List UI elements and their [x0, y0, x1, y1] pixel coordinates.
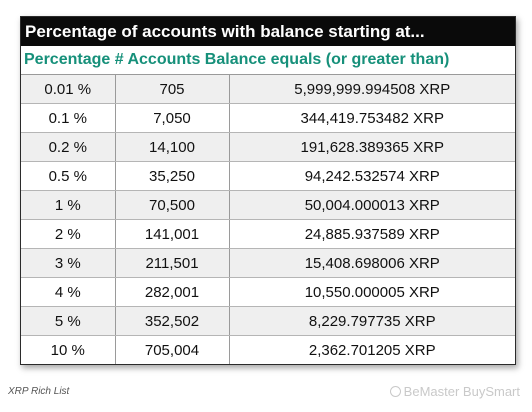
- percentage-cell: 10 %: [21, 335, 116, 364]
- balance-cell: 50,004.000013 XRP: [229, 190, 515, 220]
- table-row: 3 % 211,501 15,408.698006 XRP: [21, 248, 515, 278]
- table-header: Percentage # Accounts Balance equals (or…: [21, 46, 515, 75]
- accounts-cell: 282,001: [115, 277, 230, 307]
- percentage-cell: 0.5 %: [21, 161, 116, 191]
- table-row: 10 % 705,004 2,362.701205 XRP: [21, 335, 515, 364]
- accounts-cell: 35,250: [115, 161, 230, 191]
- table-row: 2 % 141,001 24,885.937589 XRP: [21, 219, 515, 249]
- table-row: 5 % 352,502 8,229.797735 XRP: [21, 306, 515, 336]
- watermark: BeMaster BuySmart: [389, 384, 520, 399]
- table-row: 4 % 282,001 10,550.000005 XRP: [21, 277, 515, 307]
- table-body: 0.01 % 705 5,999,999.994508 XRP 0.1 % 7,050 3…: [21, 75, 515, 364]
- percentage-cell: 4 %: [21, 277, 116, 307]
- percentage-cell: 5 %: [21, 306, 116, 336]
- percentage-cell: 0.01 %: [21, 75, 116, 104]
- table-row: 0.2 % 14,100 191,628.389365 XRP: [21, 132, 515, 162]
- accounts-cell: 211,501: [115, 248, 230, 278]
- table-row: 0.01 % 705 5,999,999.994508 XRP: [21, 75, 515, 104]
- watermark-logo-icon: [389, 386, 401, 397]
- balance-cell: 10,550.000005 XRP: [229, 277, 515, 307]
- accounts-cell: 705,004: [115, 335, 230, 364]
- balance-cell: 2,362.701205 XRP: [229, 335, 515, 364]
- accounts-balance-table: Percentage of accounts with balance star…: [20, 16, 516, 365]
- accounts-cell: 14,100: [115, 132, 230, 162]
- watermark-text: BeMaster BuySmart: [403, 384, 520, 399]
- accounts-cell: 70,500: [115, 190, 230, 220]
- accounts-cell: 705: [115, 75, 230, 104]
- balance-cell: 24,885.937589 XRP: [229, 219, 515, 249]
- percentage-cell: 0.2 %: [21, 132, 116, 162]
- table-row: 1 % 70,500 50,004.000013 XRP: [21, 190, 515, 220]
- percentage-cell: 2 %: [21, 219, 116, 249]
- accounts-cell: 352,502: [115, 306, 230, 336]
- percentage-cell: 3 %: [21, 248, 116, 278]
- balance-cell: 15,408.698006 XRP: [229, 248, 515, 278]
- table-row: 0.1 % 7,050 344,419.753482 XRP: [21, 103, 515, 133]
- balance-cell: 94,242.532574 XRP: [229, 161, 515, 191]
- accounts-cell: 141,001: [115, 219, 230, 249]
- percentage-cell: 1 %: [21, 190, 116, 220]
- balance-cell: 5,999,999.994508 XRP: [229, 75, 515, 104]
- table-row: 0.5 % 35,250 94,242.532574 XRP: [21, 161, 515, 191]
- percentage-cell: 0.1 %: [21, 103, 116, 133]
- balance-cell: 8,229.797735 XRP: [229, 306, 515, 336]
- balance-cell: 191,628.389365 XRP: [229, 132, 515, 162]
- accounts-cell: 7,050: [115, 103, 230, 133]
- source-caption: XRP Rich List: [8, 386, 70, 397]
- balance-cell: 344,419.753482 XRP: [229, 103, 515, 133]
- table-title: Percentage of accounts with balance star…: [21, 17, 515, 46]
